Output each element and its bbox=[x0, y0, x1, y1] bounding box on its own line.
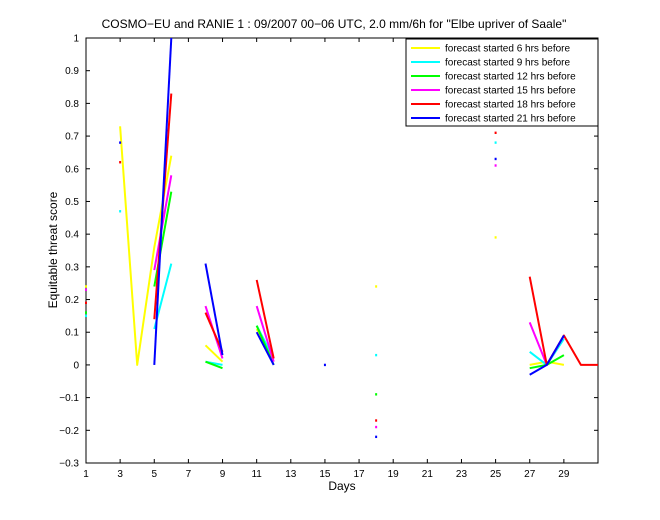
y-tick-label: 0.1 bbox=[65, 328, 79, 339]
series-line bbox=[255, 331, 275, 366]
chart-title: COSMO−EU and RANIE 1 : 09/2007 00−06 UTC… bbox=[102, 17, 567, 31]
x-tick-label: 15 bbox=[319, 469, 331, 480]
series-line bbox=[204, 344, 224, 363]
legend-label: forecast started 18 hrs before bbox=[445, 100, 576, 111]
x-axis-label: Days bbox=[328, 479, 355, 493]
y-tick-label: 0.2 bbox=[65, 295, 79, 306]
legend: forecast started 6 hrs before forecast st… bbox=[405, 38, 599, 127]
x-tick-label: 3 bbox=[117, 469, 123, 480]
x-tick-label: 25 bbox=[490, 469, 502, 480]
legend-items: forecast started 6 hrs before forecast st… bbox=[411, 44, 576, 125]
series-6 bbox=[119, 37, 565, 439]
y-tick-label: 0 bbox=[73, 360, 79, 371]
x-tick-label: 5 bbox=[151, 469, 157, 480]
legend-label: forecast started 15 hrs before bbox=[445, 86, 576, 97]
y-tick-label: 1 bbox=[73, 34, 79, 45]
x-tick-label: 29 bbox=[558, 469, 570, 480]
series-line bbox=[255, 305, 275, 362]
series-line bbox=[205, 360, 223, 370]
x-tick-label: 13 bbox=[285, 469, 297, 480]
y-tick-label: 0.5 bbox=[65, 197, 79, 208]
legend-label: forecast started 6 hrs before bbox=[445, 44, 571, 55]
x-tick-label: 9 bbox=[220, 469, 226, 480]
series-line bbox=[255, 279, 275, 359]
legend-label: forecast started 12 hrs before bbox=[445, 72, 576, 83]
y-axis-label: Equitable threat score bbox=[46, 191, 60, 308]
legend-box bbox=[405, 38, 599, 127]
y-tick-label: −0.1 bbox=[59, 393, 79, 404]
x-tick-label: 19 bbox=[388, 469, 400, 480]
y-tick-label: −0.2 bbox=[59, 426, 79, 437]
y-tick-label: −0.3 bbox=[59, 459, 79, 470]
y-tick-label: 0.7 bbox=[65, 132, 79, 143]
x-tick-label: 23 bbox=[456, 469, 468, 480]
x-tick-label: 11 bbox=[251, 469, 262, 480]
series-line bbox=[529, 334, 565, 376]
x-tick-label: 21 bbox=[422, 469, 434, 480]
series-line bbox=[153, 37, 173, 365]
series-line bbox=[153, 175, 173, 271]
series-layer bbox=[85, 37, 598, 439]
y-tick-label: 0.6 bbox=[65, 164, 79, 175]
y-tick-label: 0.9 bbox=[65, 66, 79, 77]
x-tick-label: 27 bbox=[524, 469, 536, 480]
legend-label: forecast started 9 hrs before bbox=[445, 58, 571, 69]
x-axis: 1 3 5 7 9 11 13 15 17 19 21 23 25 27 29 bbox=[83, 38, 570, 480]
x-tick-label: 17 bbox=[354, 469, 366, 480]
series-line bbox=[204, 263, 224, 356]
legend-label: forecast started 21 hrs before bbox=[445, 114, 576, 125]
y-axis: −0.3 −0.2 −0.1 0 0.1 0.2 0.3 0.4 0.5 0.6 0.7 0.8 0.9… bbox=[59, 34, 598, 470]
x-tick-label: 7 bbox=[186, 469, 192, 480]
y-tick-label: 0.4 bbox=[65, 230, 79, 241]
y-tick-label: 0.3 bbox=[65, 262, 79, 273]
x-tick-label: 1 bbox=[83, 469, 89, 480]
y-tick-label: 0.8 bbox=[65, 99, 79, 110]
